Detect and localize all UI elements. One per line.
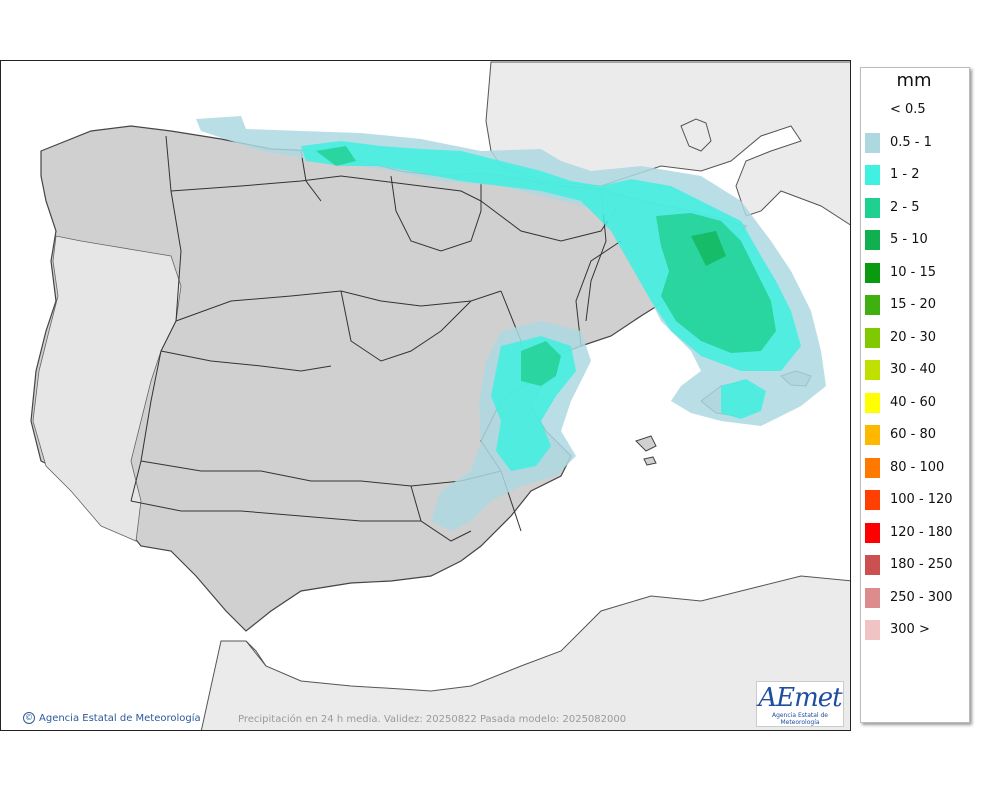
legend-swatch (865, 262, 880, 283)
legend-item: 180 - 250 (861, 555, 969, 575)
legend-label: < 0.5 (890, 102, 926, 117)
aemet-logo: AEmet Agencia Estatal de Meteorología (756, 681, 844, 727)
legend-label: 180 - 250 (890, 557, 953, 572)
legend-swatch (865, 230, 880, 250)
legend-swatch (865, 360, 880, 380)
legend-swatch (865, 165, 880, 185)
precip-2-5-valencia (521, 341, 561, 386)
logo-subtitle: Agencia Estatal de Meteorología (771, 712, 828, 726)
legend-item: 250 - 300 (861, 587, 969, 608)
legend-unit: mm (896, 70, 932, 91)
aemet-credit: © Agencia Estatal de Meteorología (23, 712, 201, 724)
legend-label: 1 - 2 (890, 167, 920, 182)
precipitation-overlay (196, 116, 826, 531)
legend-swatch (865, 327, 880, 348)
precip-2-5-catalonia (656, 213, 776, 353)
corsica-island (680, 118, 712, 152)
legend-item: 40 - 60 (861, 392, 969, 413)
legend-label: 20 - 30 (890, 329, 937, 345)
formentera-island (643, 456, 657, 466)
legend-item: 15 - 20 (861, 295, 969, 315)
copyright-icon: © (23, 712, 35, 724)
legend-label: 2 - 5 (890, 199, 920, 215)
ibiza-island (635, 435, 657, 452)
legend-item: 80 - 100 (861, 457, 969, 478)
legend-item: 5 - 10 (861, 230, 969, 250)
legend-item: 0.5 - 1 (861, 132, 969, 153)
legend-swatch (865, 490, 880, 510)
legend-label: 300 > (890, 622, 930, 637)
legend-swatch (865, 197, 880, 218)
legend-item: 120 - 180 (861, 522, 969, 543)
precip-1-2-balearic (721, 379, 766, 419)
legend-swatch (865, 457, 880, 478)
legend-label: 15 - 20 (890, 297, 937, 312)
legend-label: 5 - 10 (890, 232, 928, 247)
credit-text: Agencia Estatal de Meteorología (39, 712, 201, 724)
legend-item: 30 - 40 (861, 360, 969, 380)
legend-swatch (865, 392, 880, 413)
legend-label: 10 - 15 (890, 264, 937, 280)
precip-2-5-cantabria (316, 146, 356, 166)
legend-item: 300 > (861, 620, 969, 640)
africa-landmass (200, 575, 850, 730)
legend-swatch (865, 425, 880, 445)
legend-swatch (865, 620, 880, 640)
legend-item: 20 - 30 (861, 327, 969, 348)
ceuta-outline (245, 640, 267, 667)
legend-label: 120 - 180 (890, 524, 953, 540)
legend-label: 80 - 100 (890, 459, 945, 475)
legend-item: < 0.5 (861, 100, 969, 120)
precip-5-10-catalonia (691, 231, 726, 266)
legend-swatch (865, 587, 880, 608)
precipitation-legend: mm < 0.5 0.5 - 1 1 - 2 2 - 5 5 - 10 10 - 15 15… (860, 67, 970, 723)
map-footnote: Precipitación en 24 h media. Validez: 20… (238, 714, 627, 725)
legend-swatch (865, 522, 880, 543)
legend-swatch (865, 132, 880, 153)
precipitation-map: © Agencia Estatal de Meteorología Precip… (0, 60, 851, 731)
legend-label: 40 - 60 (890, 394, 937, 410)
legend-item: 60 - 80 (861, 425, 969, 445)
legend-item: 2 - 5 (861, 197, 969, 218)
map-canvas (30, 61, 850, 730)
legend-label: 30 - 40 (890, 362, 937, 377)
legend-item: 10 - 15 (861, 262, 969, 283)
legend-label: 100 - 120 (890, 492, 953, 507)
legend-swatch (865, 295, 880, 315)
legend-item: 100 - 120 (861, 490, 969, 510)
legend-label: 250 - 300 (890, 589, 953, 605)
logo-text: AEmet (758, 683, 842, 713)
legend-swatch (865, 555, 880, 575)
legend-label: 0.5 - 1 (890, 134, 932, 150)
legend-item: 1 - 2 (861, 165, 969, 185)
legend-label: 60 - 80 (890, 427, 937, 442)
